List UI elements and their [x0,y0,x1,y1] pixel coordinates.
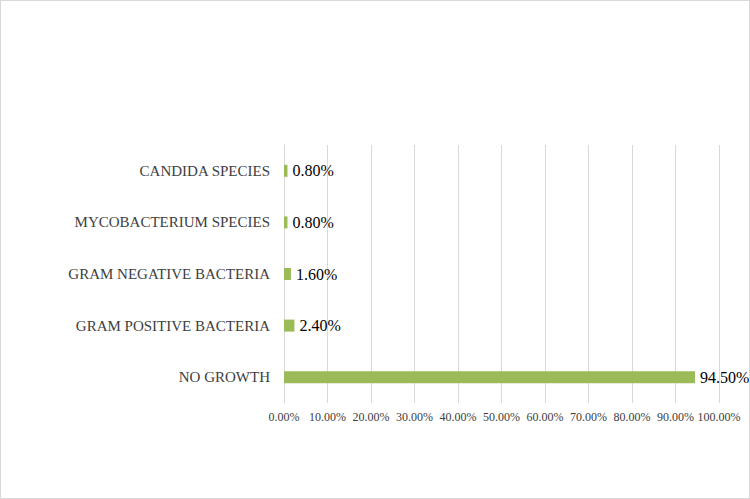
svg-text:100.00%: 100.00% [698,410,741,424]
svg-text:50.00%: 50.00% [483,410,520,424]
svg-text:0.00%: 0.00% [269,410,300,424]
svg-text:70.00%: 70.00% [570,410,607,424]
svg-text:CANDIDA SPECIES: CANDIDA SPECIES [140,163,270,179]
svg-text:60.00%: 60.00% [527,410,564,424]
svg-text:2.40%: 2.40% [299,317,340,334]
svg-text:MYCOBACTERIUM SPECIES: MYCOBACTERIUM SPECIES [75,214,270,230]
svg-text:NO GROWTH: NO GROWTH [179,369,270,385]
svg-text:90.00%: 90.00% [657,410,694,424]
svg-text:94.50%: 94.50% [700,369,749,386]
svg-text:0.80%: 0.80% [292,162,333,179]
svg-text:30.00%: 30.00% [396,410,433,424]
svg-text:80.00%: 80.00% [614,410,651,424]
svg-text:GRAM NEGATIVE BACTERIA: GRAM NEGATIVE BACTERIA [68,266,270,282]
svg-text:1.60%: 1.60% [296,266,337,283]
svg-text:20.00%: 20.00% [353,410,390,424]
svg-text:GRAM POSITIVE BACTERIA: GRAM POSITIVE BACTERIA [76,318,270,334]
svg-text:0.80%: 0.80% [292,214,333,231]
svg-text:40.00%: 40.00% [440,410,477,424]
svg-text:10.00%: 10.00% [309,410,346,424]
